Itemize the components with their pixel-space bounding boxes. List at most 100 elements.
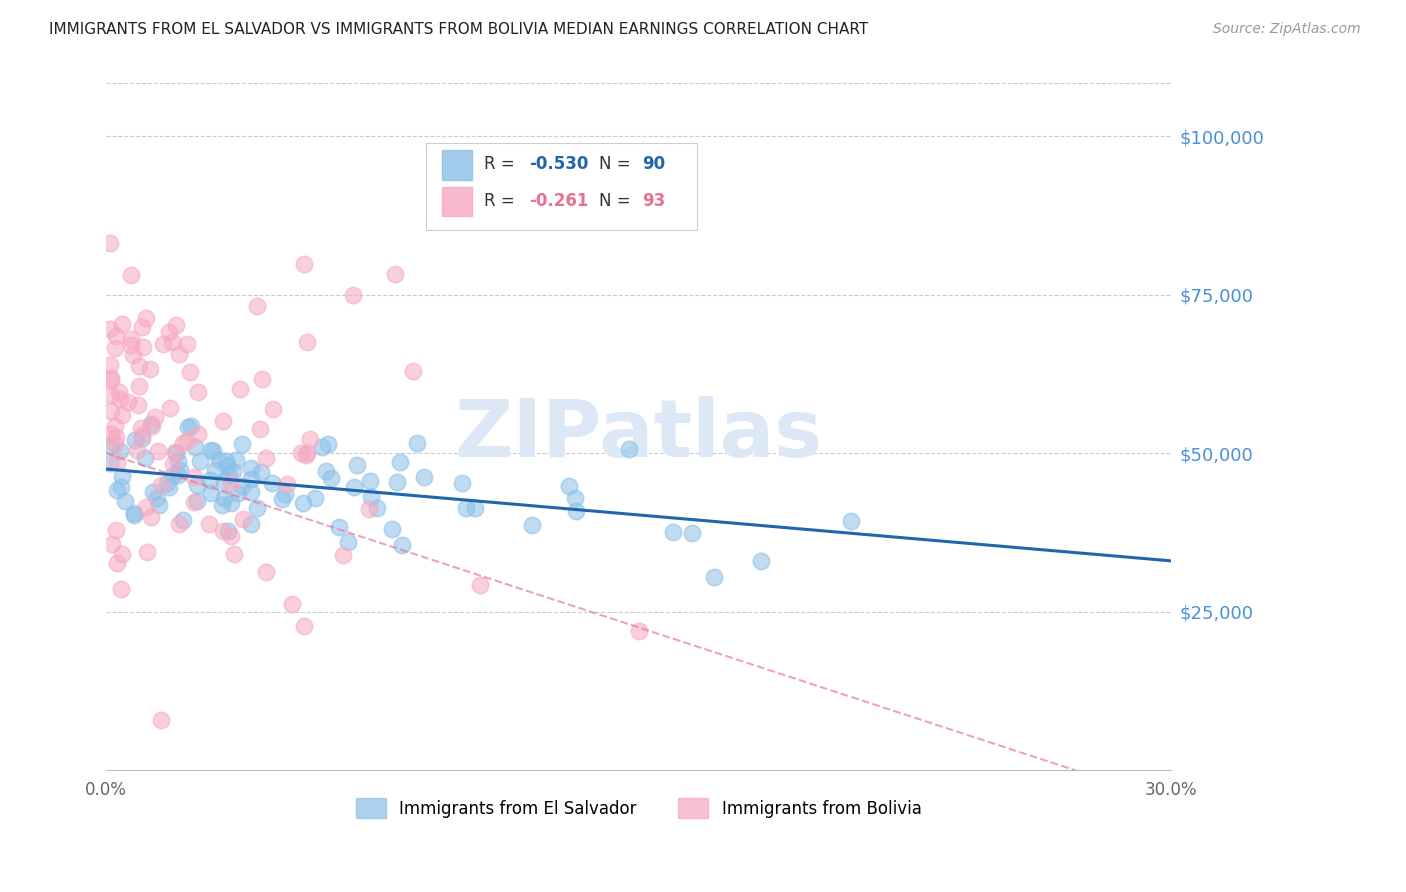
Text: R =: R = [484,155,520,173]
Point [120,338,142,352]
Point [149,478,172,492]
Point [315,464,337,478]
Text: 93: 93 [643,192,665,210]
Point [165,446,187,460]
Point [217,524,239,538]
Point [108,385,131,400]
Point [295,446,318,460]
Point [276,476,298,491]
Point [225,453,247,467]
Point [212,491,235,505]
Point [219,529,242,543]
Point [387,475,409,490]
Point [239,460,262,475]
Point [135,311,157,326]
Point [200,473,222,487]
Point [215,454,238,468]
Point [381,522,404,536]
Point [100,537,122,551]
Point [239,517,262,532]
Point [200,443,222,458]
Point [122,506,145,520]
Point [167,454,190,468]
Point [240,472,263,486]
Text: N =: N = [599,155,636,173]
Point [139,361,162,376]
Point [125,442,148,457]
Point [564,504,586,518]
Point [450,476,472,491]
Point [249,422,271,436]
Point [187,384,209,399]
Point [163,444,186,458]
Point [343,479,366,493]
Point [180,419,202,434]
Point [250,465,273,479]
Point [110,480,132,494]
Point [150,714,173,728]
Point [299,432,322,446]
Point [384,267,406,281]
Point [218,468,240,483]
Point [208,453,231,467]
Point [131,421,153,435]
Text: N =: N = [599,192,636,210]
Point [172,513,194,527]
Point [148,499,170,513]
Point [360,490,382,504]
Point [558,479,581,493]
Point [229,382,252,396]
Point [359,475,381,489]
Point [157,325,180,339]
Point [212,524,235,538]
Point [114,494,136,508]
Point [111,318,134,332]
Point [142,485,165,500]
Point [391,538,413,552]
Point [200,486,222,500]
Point [211,499,233,513]
Point [294,448,316,462]
Point [254,566,277,580]
Point [176,337,198,351]
Point [160,334,183,349]
Point [159,401,181,415]
Point [197,516,219,531]
Point [841,514,863,528]
Point [169,516,191,531]
Point [292,619,315,633]
Point [108,392,131,407]
Point [120,332,142,346]
Point [146,491,169,505]
Point [131,320,153,334]
Point [464,501,486,516]
Point [274,487,297,501]
Point [128,379,150,393]
Legend: Immigrants from El Salvador, Immigrants from Bolivia: Immigrants from El Salvador, Immigrants … [349,792,928,824]
Point [148,444,170,458]
Point [135,500,157,514]
Point [111,547,134,561]
Point [157,480,180,494]
Point [156,475,179,490]
Point [100,427,122,442]
Point [172,436,194,450]
Point [100,373,122,387]
Point [121,348,143,362]
Point [402,364,425,378]
Point [152,336,174,351]
Point [564,491,586,505]
Point [141,509,163,524]
Point [105,455,128,469]
Point [186,494,208,508]
Point [184,440,207,454]
Point [167,467,190,482]
Point [246,299,269,313]
Point [176,434,198,449]
Point [107,556,129,570]
FancyBboxPatch shape [441,186,471,216]
Point [98,456,121,470]
Point [124,434,146,448]
Point [212,474,235,488]
Point [139,417,162,431]
